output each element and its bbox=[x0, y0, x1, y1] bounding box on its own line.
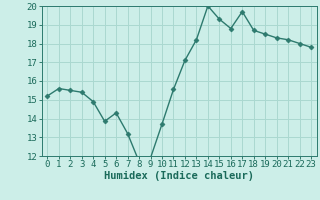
X-axis label: Humidex (Indice chaleur): Humidex (Indice chaleur) bbox=[104, 171, 254, 181]
